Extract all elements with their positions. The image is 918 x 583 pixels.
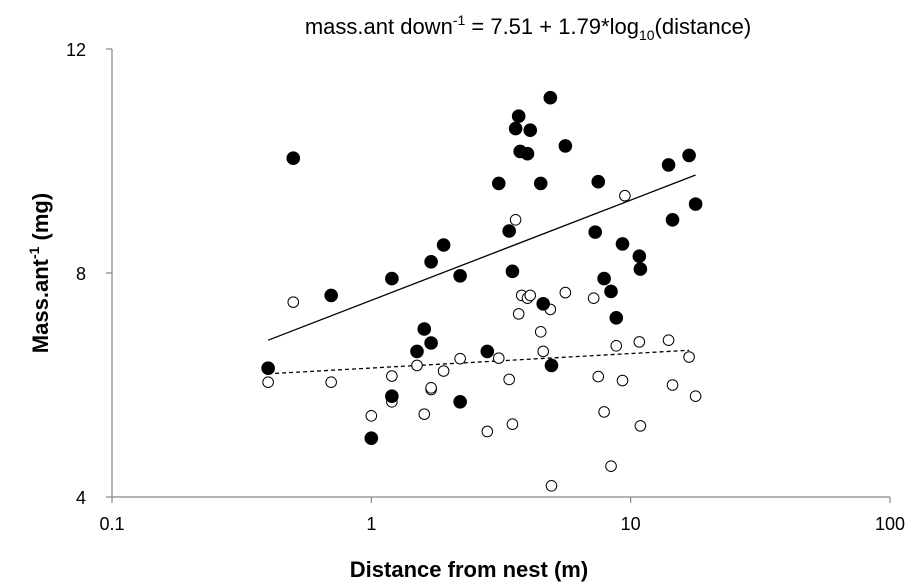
chart-title-main: mass.ant down bbox=[305, 14, 453, 39]
open-data-point bbox=[454, 352, 466, 365]
open-data-point bbox=[287, 296, 300, 308]
open-data-point bbox=[492, 352, 505, 364]
open-data-point bbox=[605, 460, 617, 473]
filled-data-point bbox=[286, 151, 301, 165]
filled-data-point bbox=[480, 344, 495, 359]
open-data-point bbox=[411, 359, 423, 372]
filled-data-point bbox=[536, 297, 551, 311]
filled-data-point bbox=[597, 271, 611, 286]
open-data-point bbox=[425, 382, 437, 394]
filled-data-point bbox=[615, 237, 630, 251]
solid-trendline bbox=[267, 174, 696, 341]
x-tick-label: 100 bbox=[875, 514, 905, 534]
filled-data-point bbox=[424, 336, 438, 350]
filled-data-point bbox=[544, 358, 559, 373]
filled-data-point bbox=[410, 344, 424, 359]
open-data-point bbox=[619, 189, 631, 202]
filled-data-point bbox=[558, 139, 573, 153]
chart-title: mass.ant down-1 = 7.51 + 1.79*log10(dist… bbox=[305, 12, 751, 43]
filled-data-point bbox=[632, 249, 647, 264]
filled-data-point bbox=[543, 90, 558, 105]
x-axis-ticks: 0.1 1 10 100 bbox=[99, 497, 905, 534]
filled-data-point bbox=[604, 284, 618, 299]
open-data-point bbox=[365, 410, 378, 422]
filled-data-point bbox=[508, 121, 523, 136]
filled-data-point bbox=[520, 146, 535, 161]
filled-data-point bbox=[417, 322, 432, 336]
filled-data-point bbox=[385, 271, 399, 286]
chart-title-sub: 10 bbox=[639, 27, 655, 43]
open-data-point bbox=[616, 374, 629, 387]
open-data-point bbox=[262, 376, 274, 389]
trendlines bbox=[267, 174, 696, 375]
filled-data-point bbox=[661, 158, 676, 172]
filled-data-point bbox=[502, 224, 516, 238]
x-axis-label: Distance from nest (m) bbox=[350, 557, 588, 582]
y-axis-label: Mass.ant-1 (mg) bbox=[26, 193, 53, 353]
filled-data-point bbox=[324, 288, 338, 303]
open-data-point bbox=[481, 425, 494, 438]
filled-data-point bbox=[505, 264, 520, 279]
x-tick-label: 10 bbox=[621, 514, 641, 534]
open-data-point bbox=[524, 289, 537, 302]
filled-data-point bbox=[436, 238, 451, 252]
open-data-point bbox=[537, 345, 550, 358]
dashed-trendline bbox=[268, 349, 690, 375]
open-data-point bbox=[559, 286, 572, 299]
y-axis-label-sup: -1 bbox=[26, 246, 42, 259]
data-points bbox=[261, 90, 703, 492]
x-tick-label: 0.1 bbox=[99, 514, 124, 534]
open-data-point bbox=[503, 373, 515, 386]
y-axis-label-main: Mass.ant bbox=[28, 258, 53, 353]
filled-data-point bbox=[682, 148, 696, 163]
open-data-point bbox=[509, 214, 522, 226]
filled-data-point bbox=[453, 269, 467, 283]
open-data-point bbox=[587, 292, 600, 305]
filled-data-point bbox=[609, 311, 624, 325]
open-data-point bbox=[386, 370, 398, 382]
filled-data-point bbox=[385, 389, 399, 404]
open-data-point bbox=[598, 406, 610, 418]
chart-title-tail: (distance) bbox=[655, 14, 752, 39]
y-axis-label-tail: (mg) bbox=[28, 193, 53, 247]
open-data-point bbox=[534, 326, 547, 338]
filled-data-point bbox=[491, 176, 506, 191]
filled-data-point bbox=[364, 431, 379, 446]
open-data-point bbox=[610, 340, 623, 352]
open-data-point bbox=[633, 336, 646, 348]
open-data-point bbox=[325, 376, 337, 389]
open-data-point bbox=[662, 334, 675, 347]
open-data-point bbox=[418, 408, 431, 420]
y-tick-label: 4 bbox=[76, 488, 86, 508]
open-data-point bbox=[512, 308, 525, 320]
open-data-point bbox=[437, 365, 450, 377]
y-axis-ticks: 4 8 12 bbox=[66, 40, 112, 508]
open-data-point bbox=[506, 418, 519, 431]
filled-data-point bbox=[688, 197, 703, 211]
chart-title-middle: = 7.51 + 1.79*log bbox=[465, 14, 639, 39]
filled-data-point bbox=[424, 254, 438, 269]
filled-data-point bbox=[261, 361, 275, 376]
open-data-point bbox=[634, 420, 647, 432]
x-tick-label: 1 bbox=[366, 514, 376, 534]
chart-title-sup: -1 bbox=[453, 12, 466, 28]
open-data-point bbox=[683, 351, 695, 363]
plot-area: 0.1 1 10 100 4 8 12 bbox=[66, 40, 905, 534]
filled-data-point bbox=[633, 262, 648, 276]
open-data-point bbox=[592, 370, 605, 383]
filled-data-point bbox=[453, 395, 467, 409]
filled-data-point bbox=[588, 225, 603, 239]
open-data-point bbox=[666, 379, 679, 391]
open-data-point bbox=[689, 390, 702, 403]
filled-data-point bbox=[591, 174, 606, 189]
open-data-point bbox=[545, 480, 558, 492]
filled-data-point bbox=[511, 109, 526, 123]
y-tick-label: 8 bbox=[76, 264, 86, 284]
filled-data-point bbox=[665, 213, 680, 227]
filled-data-point bbox=[533, 176, 548, 191]
y-tick-label: 12 bbox=[66, 40, 86, 60]
filled-data-point bbox=[523, 123, 538, 137]
